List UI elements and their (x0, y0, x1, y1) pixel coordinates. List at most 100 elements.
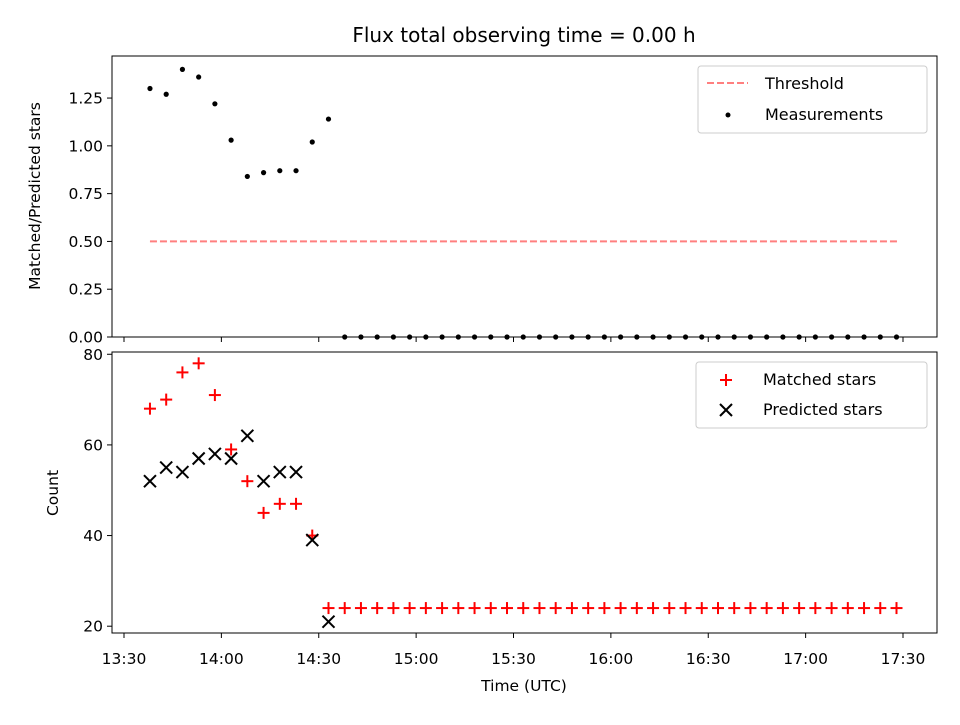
legend-measurements-label: Measurements (765, 105, 883, 124)
x-tick-label: 14:00 (199, 650, 244, 668)
top-y-tick-label: 1.00 (68, 137, 103, 155)
measurement-point (212, 101, 218, 107)
top-axes-frame (111, 55, 938, 338)
bottom-legend-frame (695, 361, 928, 429)
matched-star-point (858, 602, 871, 615)
x-tick-label: 17:00 (783, 650, 828, 668)
matched-star-point (565, 602, 578, 615)
top-x-ticks (123, 337, 904, 342)
matched-star-point (371, 602, 384, 615)
measurement-point (293, 168, 299, 174)
matched-star-point (143, 402, 156, 415)
measurement-point (163, 91, 169, 97)
matched-star-point (290, 497, 303, 510)
matched-star-point (452, 602, 465, 615)
bottom-y-ticks: 20 40 60 80 (83, 346, 112, 636)
matched-star-point (793, 602, 806, 615)
top-y-tick-label: 0.50 (68, 233, 103, 251)
matched-star-point (517, 602, 530, 615)
matched-star-point (273, 497, 286, 510)
legend-measurements-swatch (725, 112, 731, 118)
legend-matched-swatch (720, 374, 732, 386)
predicted-star-point (256, 474, 271, 488)
matched-star-point (890, 602, 903, 615)
x-tick-label: 16:00 (589, 650, 634, 668)
measurement-point (309, 139, 315, 145)
matched-star-point (598, 602, 611, 615)
matched-star-point (533, 602, 546, 615)
matched-star-point (679, 602, 692, 615)
bottom-y-tick-label: 40 (83, 527, 103, 545)
predicted-star-point (240, 429, 255, 443)
measurement-point (277, 168, 283, 174)
matched-star-point (208, 389, 221, 402)
matched-star-point (257, 506, 270, 519)
measurement-point (244, 173, 250, 180)
matched-star-point (841, 602, 854, 615)
matched-star-point (484, 602, 497, 615)
matched-star-point (225, 443, 238, 456)
matched-star-point (419, 602, 432, 615)
predicted-star-point (273, 465, 287, 479)
matched-star-point (760, 602, 773, 615)
x-tick-label: 15:30 (491, 650, 536, 668)
x-tick-label: 13:30 (102, 650, 147, 668)
measurement-point (260, 170, 267, 176)
predicted-star-point (321, 614, 336, 629)
legend-threshold-label: Threshold (764, 74, 844, 93)
legend-matched-label: Matched stars (763, 370, 876, 389)
x-axis-label: Time (UTC) (480, 677, 567, 695)
matched-star-point (663, 602, 676, 615)
matched-star-point (711, 602, 724, 615)
predicted-star-point (208, 447, 222, 461)
predicted-star-point (289, 465, 303, 479)
x-tick-label: 14:30 (296, 650, 341, 668)
predicted-star-point (143, 474, 157, 488)
matched-star-point (338, 602, 351, 615)
bottom-y-tick-label: 20 (83, 618, 103, 636)
predicted-star-point (191, 451, 206, 466)
predicted-star-point (175, 465, 190, 479)
matched-star-point (809, 602, 822, 615)
bottom-legend: Matched stars Predicted stars (695, 361, 928, 429)
top-y-ticks: 0.00 0.25 0.50 0.75 1.00 1.25 (68, 90, 112, 347)
top-legend-frame (697, 65, 928, 134)
measurement-point (228, 137, 234, 143)
matched-star-point (436, 602, 449, 615)
predicted-star-point (224, 451, 238, 466)
legend-predicted-swatch (719, 403, 733, 417)
matched-star-point (647, 602, 660, 615)
top-y-axis-label: Matched/Predicted stars (26, 102, 44, 290)
matched-star-point (176, 366, 189, 379)
bottom-axes-frame (111, 351, 938, 634)
matched-star-point (354, 602, 367, 615)
bottom-x-ticks: 13:30 14:00 14:30 15:00 15:30 16:00 16:30 17:00… (102, 633, 926, 668)
matched-star-point (825, 602, 838, 615)
matched-star-point (403, 602, 416, 615)
x-tick-label: 16:30 (686, 650, 731, 668)
matched-star-point (630, 602, 643, 615)
top-y-tick-label: 0.00 (68, 329, 103, 347)
matched-star-point (744, 602, 757, 615)
matched-star-point (322, 602, 335, 615)
predicted-star-point (159, 460, 173, 475)
x-tick-label: 17:30 (881, 650, 926, 668)
bottom-y-tick-label: 80 (83, 346, 103, 364)
measurement-point (325, 116, 332, 122)
matched-star-point (192, 357, 205, 370)
matched-star-point (874, 602, 887, 615)
top-y-tick-label: 0.25 (68, 281, 103, 299)
top-panel: 0.00 0.25 0.50 0.75 1.00 1.25 Matched/Predict… (26, 55, 938, 347)
matched-star-point (468, 602, 481, 615)
x-tick-label: 15:00 (394, 650, 439, 668)
top-y-tick-label: 0.75 (68, 185, 103, 203)
matched-star-point (728, 602, 741, 615)
matched-star-point (387, 602, 400, 615)
bottom-y-axis-label: Count (44, 470, 62, 516)
matched-star-point (776, 602, 789, 615)
bottom-plot-area (143, 357, 903, 629)
measurement-point (147, 85, 153, 92)
matched-star-point (582, 602, 595, 615)
